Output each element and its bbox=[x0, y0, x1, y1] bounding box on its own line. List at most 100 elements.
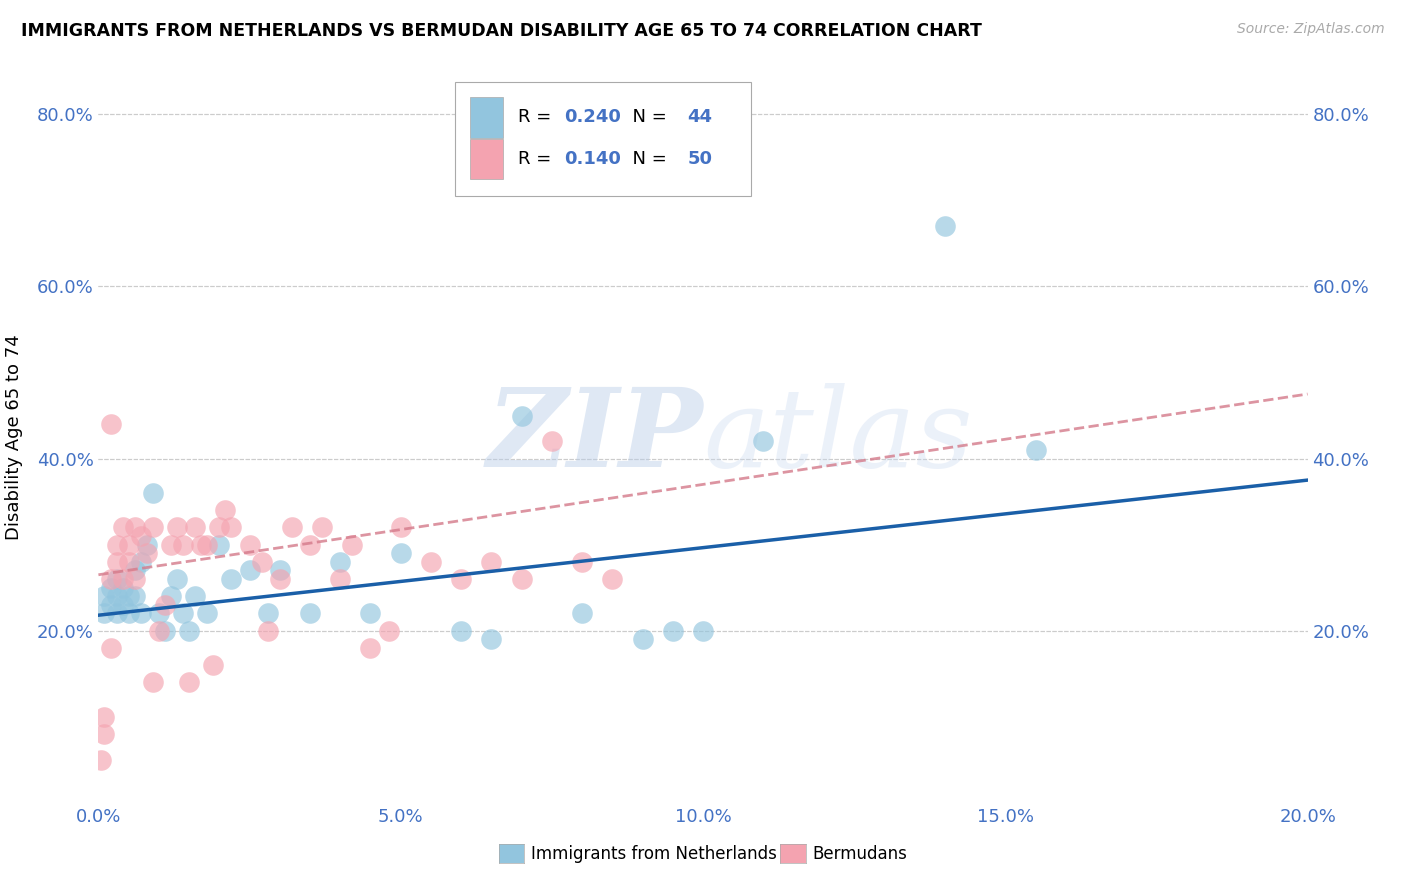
Point bbox=[342, 538, 364, 552]
Point bbox=[190, 538, 212, 552]
Point bbox=[111, 572, 134, 586]
Point bbox=[481, 632, 503, 647]
Text: 0.140: 0.140 bbox=[564, 150, 621, 168]
Point bbox=[129, 607, 152, 621]
Point bbox=[540, 434, 562, 449]
Point bbox=[135, 546, 157, 560]
Point bbox=[195, 538, 218, 552]
Point bbox=[329, 555, 352, 569]
Point bbox=[179, 675, 201, 690]
Text: Bermudans: Bermudans bbox=[813, 845, 907, 863]
Point bbox=[214, 503, 236, 517]
Point bbox=[135, 538, 157, 552]
Point bbox=[100, 598, 122, 612]
Point bbox=[208, 538, 231, 552]
Point bbox=[631, 632, 654, 647]
Point bbox=[100, 581, 122, 595]
Text: N =: N = bbox=[621, 150, 672, 168]
Point bbox=[510, 572, 533, 586]
Point bbox=[752, 434, 775, 449]
Point bbox=[602, 572, 624, 586]
Point bbox=[510, 409, 533, 423]
Text: R =: R = bbox=[517, 109, 557, 127]
Point bbox=[360, 640, 382, 655]
FancyBboxPatch shape bbox=[456, 82, 751, 195]
Point bbox=[166, 572, 188, 586]
Point bbox=[118, 555, 141, 569]
Point bbox=[166, 520, 188, 534]
Bar bbox=[470, 139, 503, 179]
Point bbox=[420, 555, 443, 569]
Text: IMMIGRANTS FROM NETHERLANDS VS BERMUDAN DISABILITY AGE 65 TO 74 CORRELATION CHAR: IMMIGRANTS FROM NETHERLANDS VS BERMUDAN … bbox=[21, 22, 981, 40]
Text: N =: N = bbox=[621, 109, 672, 127]
Point bbox=[100, 417, 122, 432]
Point bbox=[124, 572, 146, 586]
Point bbox=[148, 624, 170, 638]
Text: R =: R = bbox=[517, 150, 557, 168]
Point bbox=[450, 572, 472, 586]
Point bbox=[111, 520, 134, 534]
Point bbox=[269, 564, 291, 578]
Y-axis label: Disability Age 65 to 74: Disability Age 65 to 74 bbox=[4, 334, 22, 540]
Point bbox=[208, 520, 231, 534]
Point bbox=[111, 598, 134, 612]
Point bbox=[160, 589, 183, 603]
Point bbox=[299, 607, 322, 621]
Point bbox=[692, 624, 714, 638]
Point bbox=[124, 520, 146, 534]
Text: 0.240: 0.240 bbox=[564, 109, 621, 127]
Point bbox=[105, 607, 128, 621]
Point bbox=[105, 555, 128, 569]
Point bbox=[148, 607, 170, 621]
Point bbox=[105, 538, 128, 552]
Point bbox=[93, 727, 115, 741]
Text: 44: 44 bbox=[688, 109, 713, 127]
Point bbox=[311, 520, 333, 534]
Point bbox=[184, 589, 207, 603]
Point bbox=[160, 538, 183, 552]
Point bbox=[129, 529, 152, 543]
Point bbox=[221, 572, 243, 586]
Point bbox=[172, 538, 194, 552]
Point bbox=[172, 607, 194, 621]
Point bbox=[1024, 442, 1046, 457]
Point bbox=[142, 486, 165, 500]
Point bbox=[118, 607, 141, 621]
Point bbox=[100, 640, 122, 655]
Text: ZIP: ZIP bbox=[486, 384, 703, 491]
Point bbox=[202, 658, 225, 673]
Bar bbox=[470, 97, 503, 137]
Point bbox=[195, 607, 218, 621]
Point bbox=[934, 219, 956, 234]
Point bbox=[269, 572, 291, 586]
Point bbox=[105, 572, 128, 586]
Point bbox=[93, 607, 115, 621]
Point bbox=[239, 564, 262, 578]
Point bbox=[93, 589, 115, 603]
Point bbox=[571, 607, 593, 621]
Point bbox=[179, 624, 201, 638]
Point bbox=[389, 546, 412, 560]
Point bbox=[661, 624, 683, 638]
Point bbox=[105, 589, 128, 603]
Point bbox=[299, 538, 322, 552]
Point bbox=[153, 598, 176, 612]
Point bbox=[90, 753, 112, 767]
Point bbox=[256, 624, 278, 638]
Text: atlas: atlas bbox=[703, 384, 973, 491]
Text: 50: 50 bbox=[688, 150, 713, 168]
Point bbox=[153, 624, 176, 638]
Point bbox=[129, 555, 152, 569]
Point bbox=[389, 520, 412, 534]
Point bbox=[239, 538, 262, 552]
Point bbox=[124, 564, 146, 578]
Point bbox=[93, 710, 115, 724]
Point bbox=[360, 607, 382, 621]
Point bbox=[124, 589, 146, 603]
Point bbox=[142, 675, 165, 690]
Point bbox=[221, 520, 243, 534]
Point bbox=[450, 624, 472, 638]
Point bbox=[111, 581, 134, 595]
Point bbox=[250, 555, 273, 569]
Text: Immigrants from Netherlands: Immigrants from Netherlands bbox=[531, 845, 778, 863]
